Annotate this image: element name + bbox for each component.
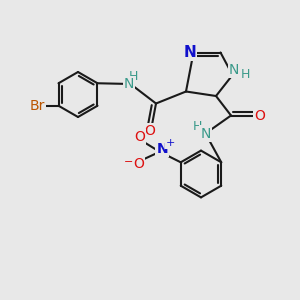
Text: −: −: [124, 157, 134, 167]
Text: +: +: [166, 138, 175, 148]
Text: O: O: [254, 109, 265, 122]
Text: H: H: [129, 70, 138, 83]
Text: H: H: [240, 68, 250, 81]
Text: N: N: [156, 142, 168, 156]
Text: H: H: [192, 120, 202, 134]
Text: N: N: [184, 45, 196, 60]
Text: Br: Br: [29, 99, 45, 113]
Text: O: O: [134, 130, 145, 144]
Text: N: N: [124, 77, 134, 91]
Text: N: N: [200, 127, 211, 140]
Text: O: O: [145, 124, 155, 138]
Text: N: N: [229, 63, 239, 76]
Text: O: O: [133, 158, 144, 171]
